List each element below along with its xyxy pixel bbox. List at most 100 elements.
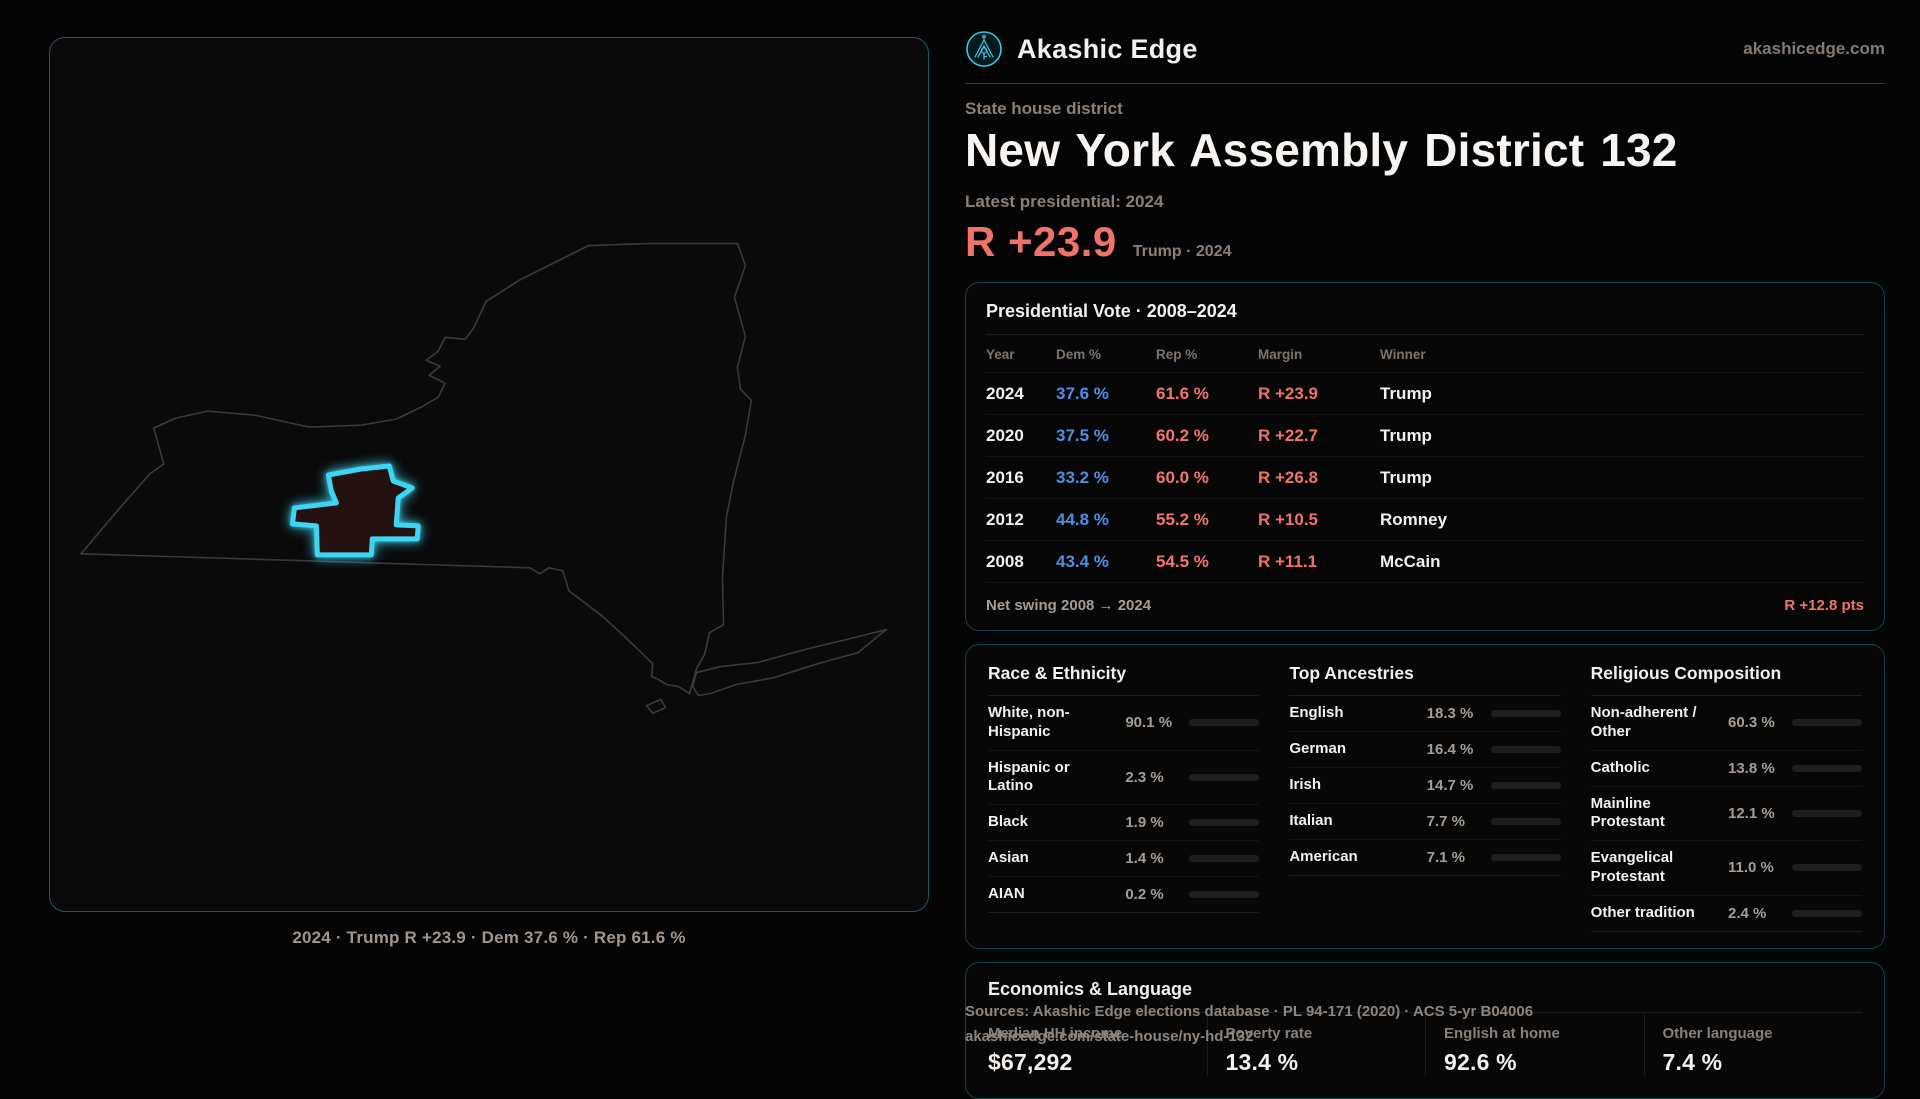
demo-row: Evangelical Protestant 11.0 % bbox=[1590, 841, 1862, 896]
cell-year: 2012 bbox=[986, 509, 1024, 529]
demo-label: Non-adherent / Other bbox=[1590, 704, 1697, 740]
new-york-map bbox=[80, 242, 887, 715]
cell-margin: R +10.5 bbox=[1258, 509, 1319, 529]
demo-row: Irish 14.7 % bbox=[1289, 768, 1561, 804]
demo-row: White, non-Hispanic 90.1 % bbox=[988, 696, 1260, 751]
cell-dem: 37.6 % bbox=[1056, 383, 1109, 403]
demo-label: AIAN bbox=[988, 885, 1025, 903]
bar-track bbox=[1189, 773, 1260, 781]
race-ethnicity-section: Race & Ethnicity White, non-Hispanic 90.… bbox=[988, 663, 1260, 932]
stat-other-language: Other language 7.4 % bbox=[1643, 1012, 1863, 1076]
stat-english-at-home: English at home 92.6 % bbox=[1425, 1012, 1644, 1076]
demo-value: 12.1 % bbox=[1728, 804, 1775, 822]
demo-row: German 16.4 % bbox=[1289, 732, 1561, 768]
demo-label: Catholic bbox=[1590, 758, 1650, 776]
stat-value: $67,292 bbox=[988, 1048, 1073, 1075]
cell-margin: R +22.7 bbox=[1258, 425, 1319, 445]
stat-label: English at home bbox=[1444, 1024, 1560, 1042]
demo-row: Other tradition 2.4 % bbox=[1590, 896, 1862, 932]
net-swing-label: Net swing 2008 → 2024 bbox=[986, 597, 1152, 614]
demo-label: Italian bbox=[1289, 812, 1333, 830]
cell-margin: R +26.8 bbox=[1258, 467, 1319, 487]
net-swing-row: Net swing 2008 → 2024 R +12.8 pts bbox=[986, 583, 1864, 614]
margin-value: R +23.9 bbox=[965, 218, 1117, 265]
demo-value: 2.3 % bbox=[1125, 768, 1164, 786]
col-winner: Winner bbox=[1380, 347, 1426, 362]
demo-label: Black bbox=[988, 813, 1029, 831]
district-map-panel bbox=[49, 37, 929, 912]
demo-row: Non-adherent / Other 60.3 % bbox=[1590, 696, 1862, 751]
latest-presidential-label: Latest presidential: 2024 bbox=[965, 192, 1164, 211]
cell-year: 2020 bbox=[986, 425, 1024, 445]
top-ancestries-section: Top Ancestries English 18.3 % German 16.… bbox=[1289, 663, 1561, 932]
map-caption: 2024 · Trump R +23.9 · Dem 37.6 % · Rep … bbox=[292, 928, 686, 947]
cell-margin: R +11.1 bbox=[1258, 551, 1318, 571]
district-shape[interactable] bbox=[289, 463, 421, 558]
col-dem: Dem % bbox=[1056, 347, 1102, 362]
site-header: Akashic Edge akashicedge.com bbox=[965, 30, 1885, 84]
section-title: Top Ancestries bbox=[1289, 663, 1561, 696]
cell-rep: 61.6 % bbox=[1156, 383, 1209, 403]
demo-row: American 7.1 % bbox=[1289, 840, 1561, 876]
col-rep: Rep % bbox=[1156, 347, 1198, 362]
headline-margin: R +23.9 Trump · 2024 bbox=[965, 218, 1885, 266]
cell-rep: 60.0 % bbox=[1156, 467, 1209, 487]
table-row: 2020 37.5 % 60.2 % R +22.7 Trump bbox=[986, 415, 1864, 457]
cell-winner: McCain bbox=[1380, 551, 1441, 571]
bar-track bbox=[1189, 719, 1260, 727]
economics-stats: Median HH income $67,292 Poverty rate 13… bbox=[988, 1012, 1863, 1076]
col-margin: Margin bbox=[1258, 347, 1303, 362]
demo-row: Asian 1.4 % bbox=[988, 841, 1260, 877]
stat-label: Median HH income bbox=[988, 1024, 1123, 1042]
bar-track bbox=[1792, 864, 1862, 872]
demo-label: Irish bbox=[1289, 776, 1322, 794]
demo-row: Italian 7.7 % bbox=[1289, 804, 1561, 840]
card-title: Presidential Vote · 2008–2024 bbox=[986, 301, 1864, 335]
demo-label: American bbox=[1289, 848, 1358, 866]
table-row: 2012 44.8 % 55.2 % R +10.5 Romney bbox=[986, 499, 1864, 541]
bar-track bbox=[1490, 782, 1561, 789]
religious-composition-section: Religious Composition Non-adherent / Oth… bbox=[1590, 663, 1862, 932]
demo-value: 1.4 % bbox=[1125, 850, 1164, 867]
akashic-edge-logo-icon bbox=[966, 31, 1002, 67]
demo-row: English 18.3 % bbox=[1289, 696, 1561, 732]
bar-track bbox=[1792, 809, 1862, 817]
ny-state-outline bbox=[80, 242, 887, 715]
economics-language-card: Economics & Language Median HH income $6… bbox=[965, 961, 1885, 1099]
district-type-label: State house district bbox=[965, 99, 1123, 118]
cell-rep: 60.2 % bbox=[1156, 425, 1209, 445]
cell-winner: Trump bbox=[1380, 425, 1432, 445]
demo-value: 1.9 % bbox=[1125, 814, 1164, 831]
bar-track bbox=[1189, 891, 1260, 898]
bar-track bbox=[1792, 764, 1862, 772]
cell-winner: Trump bbox=[1380, 467, 1432, 487]
presidential-vote-card: Presidential Vote · 2008–2024 Year Dem %… bbox=[965, 282, 1885, 631]
demo-value: 2.4 % bbox=[1728, 904, 1767, 922]
cell-dem: 37.5 % bbox=[1056, 425, 1109, 445]
stat-label: Poverty rate bbox=[1225, 1024, 1313, 1042]
demo-value: 90.1 % bbox=[1125, 714, 1173, 732]
demo-label: Mainline Protestant bbox=[1590, 794, 1665, 831]
report-panel: Akashic Edge akashicedge.com State house… bbox=[965, 30, 1885, 1099]
demo-value: 18.3 % bbox=[1426, 705, 1474, 722]
card-title: Economics & Language bbox=[988, 979, 1862, 1013]
page-title: New York Assembly District 132 bbox=[965, 124, 1678, 176]
stat-value: 7.4 % bbox=[1662, 1048, 1723, 1075]
demo-label: English bbox=[1289, 704, 1344, 722]
site-domain-link[interactable]: akashicedge.com bbox=[1743, 39, 1885, 58]
demo-row: Catholic 13.8 % bbox=[1590, 751, 1862, 787]
table-row: 2024 37.6 % 61.6 % R +23.9 Trump bbox=[986, 373, 1864, 415]
col-year: Year bbox=[986, 347, 1015, 362]
bar-track bbox=[1792, 909, 1862, 917]
bar-track bbox=[1490, 854, 1561, 861]
demo-value: 11.0 % bbox=[1728, 859, 1774, 877]
brand-name: Akashic Edge bbox=[1017, 33, 1198, 64]
stat-value: 13.4 % bbox=[1225, 1048, 1299, 1075]
bar-track bbox=[1792, 719, 1862, 727]
bar-track bbox=[1189, 819, 1260, 826]
cell-year: 2016 bbox=[986, 467, 1024, 487]
demo-value: 14.7 % bbox=[1426, 777, 1474, 794]
stat-poverty-rate: Poverty rate 13.4 % bbox=[1206, 1012, 1426, 1076]
demo-value: 7.7 % bbox=[1426, 813, 1466, 830]
cell-dem: 33.2 % bbox=[1056, 467, 1109, 487]
